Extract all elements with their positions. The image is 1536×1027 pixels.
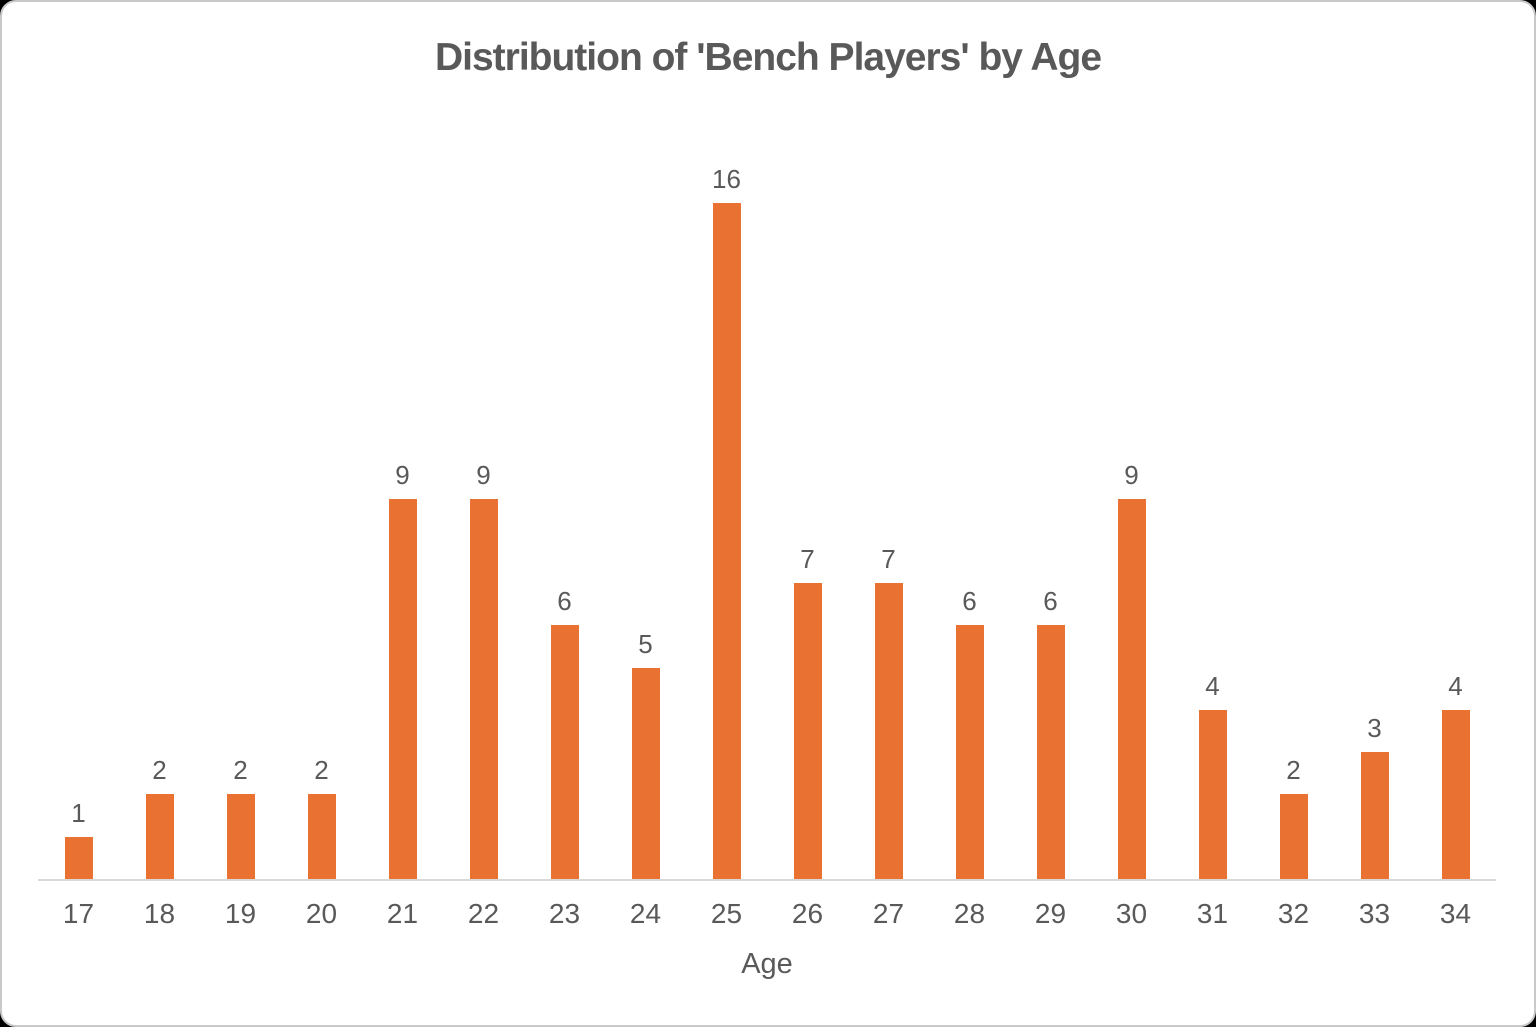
x-tick-label: 18 xyxy=(143,898,176,929)
bar-value-label: 7 xyxy=(881,544,896,574)
bar xyxy=(712,203,741,879)
x-tick-label: 25 xyxy=(710,898,743,929)
bar-column: 2 xyxy=(281,152,362,879)
bar-value-label: 2 xyxy=(152,755,167,785)
x-tick-label: 23 xyxy=(548,898,581,929)
bar-value-label: 9 xyxy=(395,460,410,490)
x-tick-label: 34 xyxy=(1439,898,1472,929)
bar-column: 7 xyxy=(848,152,929,879)
bar-value-label: 5 xyxy=(638,629,653,659)
bar xyxy=(226,794,255,879)
x-tick-label: 28 xyxy=(953,898,986,929)
bar-value-label: 2 xyxy=(314,755,329,785)
bar xyxy=(955,625,984,879)
bar xyxy=(1036,625,1065,879)
bar xyxy=(307,794,336,879)
bar-column: 2 xyxy=(200,152,281,879)
chart-title: Distribution of 'Bench Players' by Age xyxy=(434,36,1102,79)
x-tick-label: 21 xyxy=(386,898,419,929)
bar-column: 3 xyxy=(1334,152,1415,879)
bar-value-label: 9 xyxy=(1124,460,1139,490)
bar-value-label: 6 xyxy=(1043,586,1058,616)
bar-value-label: 16 xyxy=(712,164,741,194)
bar xyxy=(469,499,498,879)
bar-column: 4 xyxy=(1415,152,1496,879)
bar-column: 7 xyxy=(767,152,848,879)
x-tick-label: 19 xyxy=(224,898,257,929)
bar-column: 5 xyxy=(605,152,686,879)
bar-column: 6 xyxy=(929,152,1010,879)
bar-column: 9 xyxy=(1091,152,1172,879)
bar-column: 6 xyxy=(524,152,605,879)
bar xyxy=(1279,794,1308,879)
x-axis-title: Age xyxy=(741,948,793,980)
x-tick-label: 33 xyxy=(1358,898,1391,929)
x-tick-label: 27 xyxy=(872,898,905,929)
bar xyxy=(64,837,93,879)
bar-column: 6 xyxy=(1010,152,1091,879)
bar-value-label: 6 xyxy=(557,586,572,616)
x-tick-label: 17 xyxy=(62,898,95,929)
bar xyxy=(793,583,822,879)
bar-column: 2 xyxy=(119,152,200,879)
bar xyxy=(874,583,903,879)
bar-column: 16 xyxy=(686,152,767,879)
bar-column: 9 xyxy=(443,152,524,879)
x-tick-label: 22 xyxy=(467,898,500,929)
bar xyxy=(1198,710,1227,879)
bar-column: 4 xyxy=(1172,152,1253,879)
bar xyxy=(1117,499,1146,879)
bar-column: 1 xyxy=(38,152,119,879)
bar-value-label: 3 xyxy=(1367,713,1382,743)
plot-area: 1 2 2 2 9 9 6 5 16 7 7 6 6 9 4 2 3 4 xyxy=(38,152,1496,881)
bar-value-label: 9 xyxy=(476,460,491,490)
x-tick-label: 24 xyxy=(629,898,662,929)
bar xyxy=(388,499,417,879)
x-tick-label: 30 xyxy=(1115,898,1148,929)
x-tick-label: 29 xyxy=(1034,898,1067,929)
x-tick-label: 32 xyxy=(1277,898,1310,929)
bar xyxy=(1441,710,1470,879)
bar-column: 2 xyxy=(1253,152,1334,879)
bar xyxy=(550,625,579,879)
x-tick-label: 20 xyxy=(305,898,338,929)
bar-value-label: 2 xyxy=(1286,755,1301,785)
bar xyxy=(145,794,174,879)
bar-value-label: 4 xyxy=(1448,671,1463,701)
bar xyxy=(1360,752,1389,879)
bar-column: 9 xyxy=(362,152,443,879)
bar-value-label: 7 xyxy=(800,544,815,574)
bar xyxy=(631,668,660,879)
x-tick-label: 26 xyxy=(791,898,824,929)
bar-value-label: 1 xyxy=(71,798,86,828)
bar-value-label: 4 xyxy=(1205,671,1220,701)
bar-value-label: 6 xyxy=(962,586,977,616)
x-axis-tick-labels: 17 18 19 20 21 22 23 24 25 26 27 28 29 30 31 32 33 34 xyxy=(38,898,1496,930)
bar-value-label: 2 xyxy=(233,755,248,785)
x-tick-label: 31 xyxy=(1196,898,1229,929)
